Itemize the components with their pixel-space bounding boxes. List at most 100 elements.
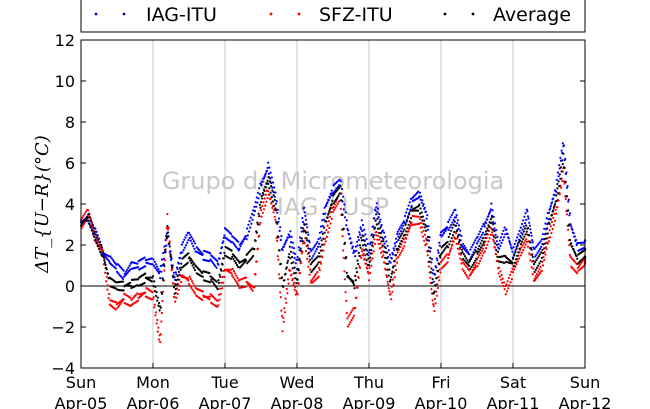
data-point <box>325 203 328 206</box>
data-point <box>330 194 333 197</box>
data-point <box>395 257 398 260</box>
data-point <box>187 283 191 286</box>
data-point <box>271 189 274 192</box>
data-point <box>333 208 336 211</box>
data-point <box>210 278 213 281</box>
data-point <box>478 248 482 251</box>
data-point <box>540 251 543 254</box>
data-point <box>361 244 365 247</box>
data-point <box>136 292 139 295</box>
data-point <box>478 230 482 233</box>
data-point <box>451 226 454 229</box>
data-point <box>317 275 320 278</box>
data-point <box>249 257 252 261</box>
data-point <box>262 193 265 196</box>
data-point <box>567 209 570 212</box>
data-point <box>576 272 579 275</box>
data-point <box>394 254 398 257</box>
data-point <box>219 293 222 296</box>
data-point <box>150 257 153 260</box>
data-point <box>475 257 478 260</box>
data-point <box>332 205 335 209</box>
data-point <box>499 278 503 281</box>
data-point <box>261 211 264 214</box>
data-point <box>333 200 336 203</box>
data-point <box>367 257 370 260</box>
data-point <box>561 163 564 166</box>
data-point <box>310 250 313 253</box>
data-point <box>272 191 275 194</box>
x-tick-label-date: Apr-11 <box>487 394 540 409</box>
data-point <box>98 241 101 244</box>
data-point <box>260 194 263 198</box>
x-tick-label-day: Wed <box>280 373 315 392</box>
data-point <box>528 224 531 227</box>
data-point <box>325 229 328 232</box>
data-point <box>307 251 311 254</box>
data-point <box>154 311 158 314</box>
data-point <box>275 200 278 203</box>
data-point <box>176 267 179 271</box>
data-point <box>383 242 386 245</box>
data-point <box>476 265 479 268</box>
data-point <box>553 193 556 196</box>
data-point <box>362 252 365 256</box>
data-point <box>265 200 268 203</box>
data-point <box>270 196 273 199</box>
data-point <box>153 260 156 263</box>
data-point <box>267 182 270 185</box>
data-point <box>190 280 194 283</box>
data-point <box>439 261 443 264</box>
data-point <box>174 271 177 274</box>
data-point <box>529 228 532 231</box>
data-point <box>451 221 454 224</box>
data-point <box>559 166 563 169</box>
data-point <box>363 257 366 260</box>
data-point <box>369 252 372 255</box>
data-point <box>380 223 383 227</box>
data-point <box>277 236 280 239</box>
data-point <box>381 236 384 239</box>
data-point <box>342 249 345 252</box>
data-point <box>448 218 451 221</box>
data-point <box>344 211 347 214</box>
data-point <box>538 253 542 256</box>
data-point <box>338 178 341 181</box>
data-point <box>421 215 425 218</box>
data-point <box>162 251 165 255</box>
data-point <box>153 289 156 293</box>
data-point <box>525 224 528 227</box>
data-point <box>274 207 277 210</box>
data-point <box>532 267 535 270</box>
data-point <box>300 230 303 233</box>
data-point <box>178 284 182 288</box>
data-point <box>478 254 481 257</box>
data-point <box>363 228 366 231</box>
data-point <box>383 245 386 248</box>
data-point <box>480 249 483 252</box>
data-point <box>387 249 390 252</box>
data-point <box>128 264 131 267</box>
data-point <box>489 208 492 211</box>
data-point <box>456 247 459 250</box>
data-point <box>271 186 274 189</box>
data-point <box>463 263 466 266</box>
data-point <box>490 231 494 234</box>
data-point <box>556 171 560 174</box>
data-point <box>424 237 428 240</box>
y-tick-label: 2 <box>65 236 75 255</box>
data-point <box>480 257 483 260</box>
data-point <box>240 242 243 245</box>
data-point <box>342 227 345 230</box>
data-point <box>418 222 421 225</box>
data-point <box>435 290 438 293</box>
data-point <box>493 229 496 233</box>
data-point <box>425 242 428 245</box>
data-point <box>553 219 557 222</box>
data-point <box>114 267 117 270</box>
data-point <box>282 285 285 288</box>
data-point <box>541 233 545 236</box>
data-point <box>571 245 574 248</box>
data-point <box>404 222 407 225</box>
data-point <box>382 240 385 243</box>
